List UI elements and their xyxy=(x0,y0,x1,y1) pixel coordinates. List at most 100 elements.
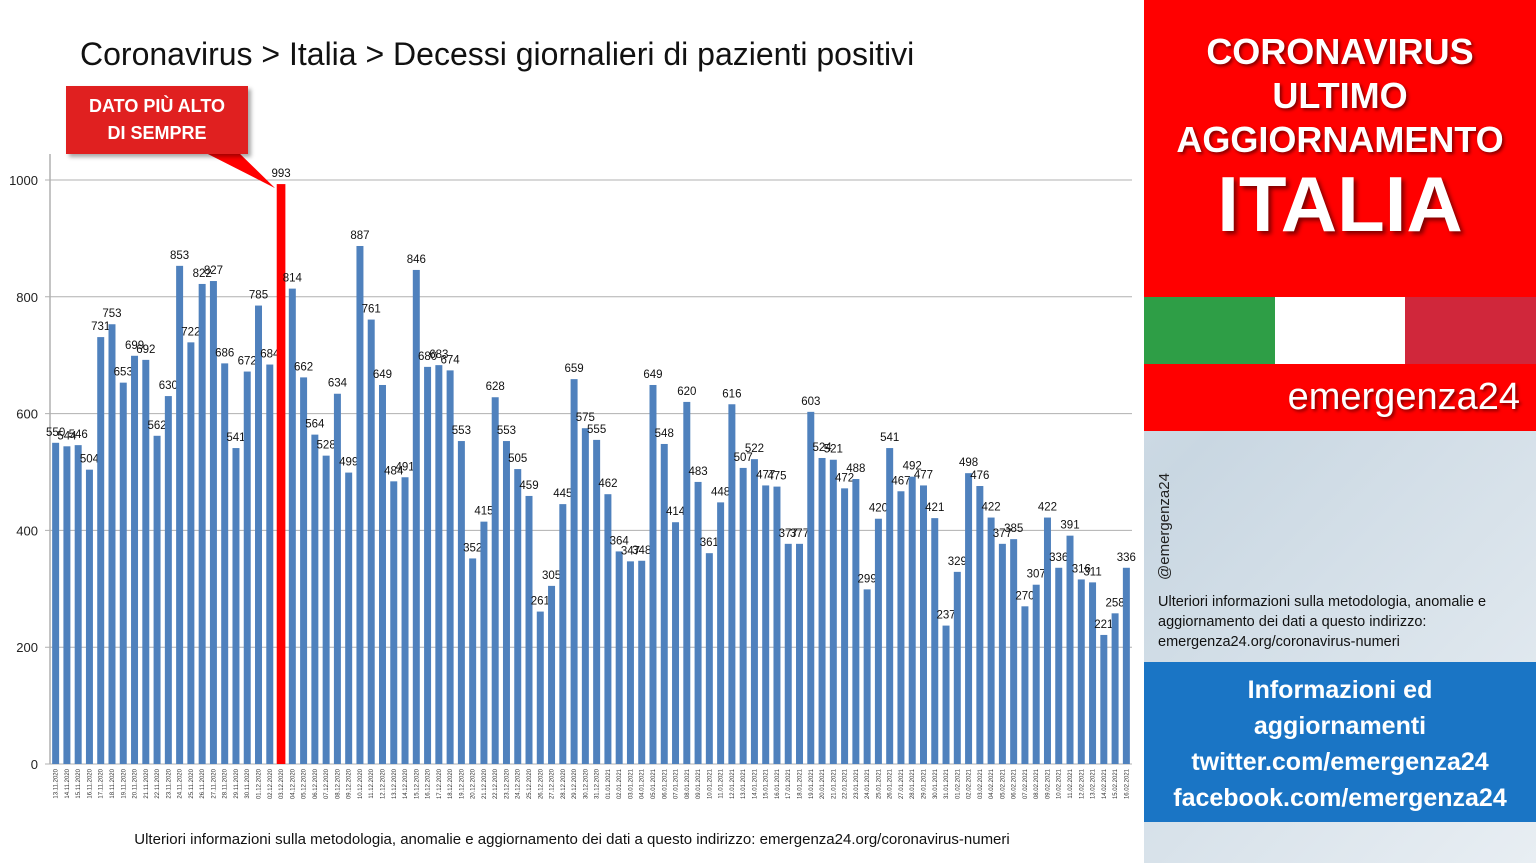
data-label: 564 xyxy=(305,419,325,431)
bar xyxy=(762,485,770,764)
x-tick-label: 20.01.2021 xyxy=(820,768,826,799)
x-tick-label: 11.01.2021 xyxy=(719,768,725,798)
bar xyxy=(717,502,725,764)
facebook-link[interactable]: facebook.com/emergenza24 xyxy=(1173,784,1507,812)
data-label: 467 xyxy=(891,475,910,487)
x-tick-label: 15.12.2020 xyxy=(414,768,420,799)
twitter-link[interactable]: twitter.com/emergenza24 xyxy=(1191,748,1489,776)
bar xyxy=(176,265,184,764)
bar xyxy=(333,393,341,764)
data-label: 336 xyxy=(1049,552,1068,564)
bar xyxy=(401,477,409,764)
data-label: 616 xyxy=(722,388,741,400)
data-label: 414 xyxy=(666,506,686,518)
data-label: 544 xyxy=(57,430,77,442)
bar xyxy=(750,459,758,764)
bar xyxy=(164,396,172,764)
x-tick-label: 03.01.2021 xyxy=(628,768,634,799)
x-tick-label: 07.12.2020 xyxy=(324,768,330,799)
bar xyxy=(919,485,927,764)
x-tick-label: 28.12.2020 xyxy=(561,768,567,799)
data-label: 686 xyxy=(215,347,234,359)
bar xyxy=(852,479,860,764)
side-line1: CORONAVIRUS xyxy=(1206,31,1474,72)
x-tick-label: 02.12.2020 xyxy=(268,768,274,799)
data-label: 546 xyxy=(69,429,88,441)
x-tick-label: 10.01.2021 xyxy=(707,768,713,799)
data-label: 352 xyxy=(463,542,482,554)
data-label: 887 xyxy=(350,230,369,242)
bar xyxy=(514,469,522,764)
bar xyxy=(694,481,702,764)
x-tick-label: 28.11.2020 xyxy=(223,768,229,798)
flag-green xyxy=(1144,297,1275,364)
bar xyxy=(683,401,691,764)
bar xyxy=(52,442,60,764)
italy-flag-icon xyxy=(1144,297,1536,364)
data-label: 477 xyxy=(914,469,933,481)
x-tick-label: 30.12.2020 xyxy=(583,768,589,799)
bar xyxy=(288,288,296,764)
data-label: 459 xyxy=(519,480,538,492)
bar xyxy=(446,370,454,764)
bar xyxy=(908,476,916,764)
x-tick-label: 18.12.2020 xyxy=(448,768,454,799)
bar xyxy=(829,459,837,764)
x-tick-label: 22.01.2021 xyxy=(843,768,849,799)
x-tick-label: 08.12.2020 xyxy=(335,768,341,799)
bar xyxy=(942,625,950,764)
data-label: 524 xyxy=(812,442,832,454)
bar xyxy=(987,517,995,764)
bar xyxy=(119,382,127,764)
x-tick-label: 08.01.2021 xyxy=(685,768,691,799)
data-label: 846 xyxy=(407,254,426,266)
bar xyxy=(63,446,71,764)
x-tick-label: 04.02.2021 xyxy=(989,768,995,799)
data-label: 329 xyxy=(948,556,967,568)
bar xyxy=(593,439,601,764)
x-tick-label: 05.12.2020 xyxy=(302,768,308,799)
x-tick-label: 08.02.2021 xyxy=(1034,768,1040,799)
x-tick-label: 04.01.2021 xyxy=(640,768,646,799)
data-label: 680 xyxy=(418,351,437,363)
x-tick-label: 13.02.2021 xyxy=(1091,768,1097,799)
data-label: 377 xyxy=(993,528,1012,540)
x-tick-label: 24.01.2021 xyxy=(865,768,871,799)
data-label: 491 xyxy=(395,461,414,473)
bar xyxy=(581,428,589,764)
x-tick-label: 17.12.2020 xyxy=(437,768,443,799)
x-tick-label: 05.02.2021 xyxy=(1000,768,1006,799)
bar xyxy=(897,491,905,764)
data-label: 507 xyxy=(734,452,753,464)
bar xyxy=(502,441,510,764)
bar xyxy=(649,384,657,764)
x-tick-label: 16.11.2020 xyxy=(87,768,93,798)
x-tick-label: 12.01.2021 xyxy=(730,768,736,799)
brand-name: emergenza24 xyxy=(1287,376,1520,418)
x-tick-label: 15.02.2021 xyxy=(1113,768,1119,799)
data-label: 270 xyxy=(1015,590,1034,602)
x-tick-label: 09.12.2020 xyxy=(347,768,353,799)
x-tick-label: 19.01.2021 xyxy=(809,768,815,799)
bar xyxy=(1043,517,1051,764)
data-label: 550 xyxy=(46,427,65,439)
bar xyxy=(311,434,319,764)
bar xyxy=(965,473,973,764)
bar xyxy=(773,486,781,764)
bar xyxy=(672,522,680,764)
data-label: 649 xyxy=(643,369,662,381)
data-label: 498 xyxy=(959,457,978,469)
blue-line-2: aggiornamenti xyxy=(1253,712,1427,740)
bar xyxy=(131,355,139,764)
brand-bar: emergenza24 xyxy=(1144,364,1536,431)
x-tick-label: 16.01.2021 xyxy=(775,768,781,799)
bar-chart: 0 200 400 600 800 1000 550 13.11.2020 544 14.11.2… xyxy=(9,150,1136,799)
x-tick-label: 27.01.2021 xyxy=(899,768,905,799)
bar xyxy=(390,481,398,764)
x-tick-label: 29.12.2020 xyxy=(572,768,578,799)
data-label: 628 xyxy=(486,381,505,393)
bar xyxy=(424,366,432,764)
data-label: 634 xyxy=(328,378,348,390)
bar xyxy=(378,384,386,764)
data-label: 761 xyxy=(362,304,381,316)
